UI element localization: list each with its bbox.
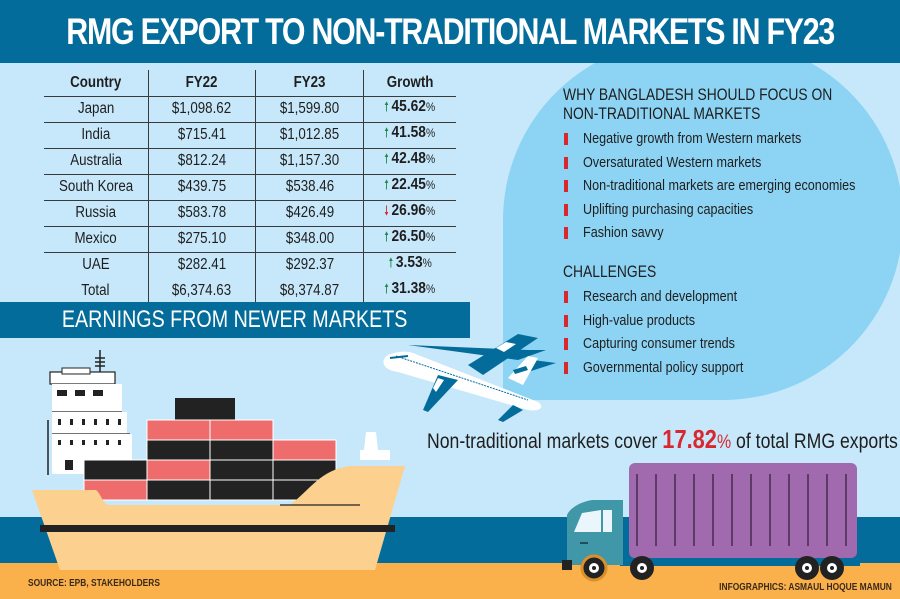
bullet-icon [564,314,568,327]
list-item: Capturing consumer trends [563,332,774,356]
cell-fy23: $426.49 [255,200,364,227]
table-row: India $715.41 $1,012.85 🠕 41.58% [44,122,456,149]
callout-value: 17.82 [662,424,717,454]
list-item: Oversaturated Western markets [563,151,900,175]
col-header-fy22: FY22 [147,70,256,97]
table-header-row: Country FY22 FY23 Growth [44,70,456,97]
cell-growth: 🠕 26.50% [363,226,456,253]
bullet-icon [564,338,568,350]
challenges-heading: CHALLENGES [563,263,657,281]
coverage-callout: Non-traditional markets cover 17.82% of … [427,424,898,455]
cell-country: South Korea [44,174,148,201]
cell-growth: 🠕 22.45% [363,174,456,201]
table-row: Mexico $275.10 $348.00 🠕 26.50% [44,226,456,253]
cell-growth: 🠕 3.53% [363,252,456,278]
list-item: High-value products [563,309,774,333]
cell-fy22: $1,098.62 [147,96,256,123]
cell-fy22: $715.41 [147,122,256,149]
bullet-icon [564,180,568,192]
bullet-icon [564,133,568,145]
earnings-banner: EARNINGS FROM NEWER MARKETS [0,302,470,338]
source-note: SOURCE: EPB, STAKEHOLDERS [28,577,160,589]
table-row: Russia $583.78 $426.49 🠗 26.96% [44,200,456,227]
cell-fy23: $1,012.85 [255,122,364,149]
bullet-icon [564,291,568,303]
arrow-up-icon: 🠕 [384,177,390,192]
airplane-icon [383,334,556,422]
bullet-icon [564,227,568,239]
cell-fy22: $282.41 [147,252,256,278]
cell-fy22: $812.24 [147,148,256,175]
cell-country: Japan [44,96,148,123]
info-bubble [503,40,900,400]
cell-fy22: $439.75 [147,174,256,201]
why-focus-heading-1: WHY BANGLADESH SHOULD FOCUS ON [563,86,833,104]
arrow-down-icon: 🠗 [384,203,390,218]
challenges-section: CHALLENGES Research and development High-… [563,263,774,379]
col-header-country: Country [44,70,148,97]
cell-growth: 🠕 42.48% [363,148,456,175]
cell-growth: 🠕 45.62% [363,96,456,123]
cell-growth: 🠕 41.58% [363,122,456,149]
cell-fy22: $583.78 [147,200,256,227]
table-row: Australia $812.24 $1,157.30 🠕 42.48% [44,148,456,175]
arrow-up-icon: 🠕 [388,255,394,271]
cell-fy23: $1,599.80 [255,96,364,123]
why-focus-heading-2: NON-TRADITIONAL MARKETS [563,105,761,123]
cell-fy22: $6,374.63 [147,278,256,304]
truck-icon [562,463,860,582]
export-table: Country FY22 FY23 Growth Japan $1,098.62 $… [44,70,456,304]
list-item: Uplifting purchasing capacities [563,198,900,222]
col-header-growth: Growth [363,70,456,97]
earnings-banner-text: EARNINGS FROM NEWER MARKETS [62,306,408,333]
cell-fy23: $292.37 [255,252,364,278]
list-item: Negative growth from Western markets [563,127,900,151]
table-row: South Korea $439.75 $538.46 🠕 22.45% [44,174,456,201]
cell-growth: 🠕 31.38% [363,278,456,304]
title-bar: RMG EXPORT TO NON-TRADITIONAL MARKETS IN… [0,0,900,63]
cell-country: Australia [44,148,148,175]
cell-country: Russia [44,200,148,227]
cell-fy23: $538.46 [255,174,364,201]
cell-fy22: $275.10 [147,226,256,253]
col-header-fy23: FY23 [255,70,364,97]
cell-country: India [44,122,148,149]
cell-growth: 🠗 26.96% [363,200,456,227]
list-item: Non-traditional markets are emerging eco… [563,174,900,198]
cell-fy23: $1,157.30 [255,148,364,175]
arrow-up-icon: 🠕 [384,151,390,166]
credit-note: INFOGRAPHICS: ASMAUL HOQUE MAMUN [719,581,892,593]
arrow-up-icon: 🠕 [384,125,390,140]
list-item: Research and development [563,285,774,309]
callout-prefix: Non-traditional markets cover [427,430,663,453]
arrow-up-icon: 🠕 [384,281,390,296]
cell-country: UAE [82,256,110,274]
callout-suffix: of total RMG exports [731,430,898,453]
why-focus-section: WHY BANGLADESH SHOULD FOCUS ON NON-TRADI… [563,86,900,245]
bullet-icon [564,156,568,169]
cell-fy23: $8,374.87 [255,278,364,304]
cell-country: Total [81,282,110,299]
table-row: Total $6,374.63 $8,374.87 🠕 31.38% [44,278,456,304]
page-title: RMG EXPORT TO NON-TRADITIONAL MARKETS IN… [66,10,835,52]
list-item: Fashion savvy [563,221,900,245]
table-row: UAE $282.41 $292.37 🠕 3.53% [44,252,456,278]
list-item: Governmental policy support [563,356,774,380]
arrow-up-icon: 🠕 [384,229,390,244]
arrow-up-icon: 🠕 [384,99,390,114]
cargo-ship-icon [32,350,405,570]
bullet-icon [564,361,568,374]
table-row: Japan $1,098.62 $1,599.80 🠕 45.62% [44,96,456,123]
cell-country: Mexico [44,226,148,253]
callout-pct: % [716,432,732,453]
cell-fy23: $348.00 [255,226,364,253]
bullet-icon [564,203,568,216]
